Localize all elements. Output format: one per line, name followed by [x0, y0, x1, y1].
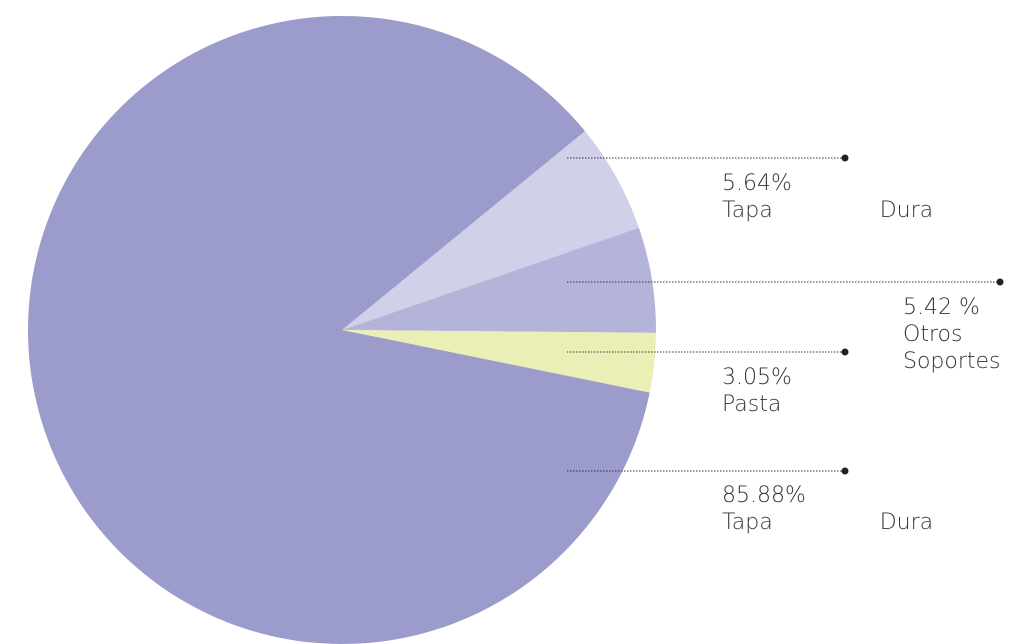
value-label: 5.42 % [903, 295, 980, 320]
pie-slice [342, 131, 639, 330]
value-label: 5.64% [722, 171, 792, 196]
slice-label: 5.64% Tapa Dura [722, 170, 933, 224]
category-label: Tapa Dura [722, 510, 934, 535]
category-label: Pasta [722, 392, 782, 417]
pie-slice [342, 227, 656, 333]
leader-dot [841, 467, 849, 475]
slice-label: 3.05% Pasta [722, 364, 792, 418]
leader-dot [841, 348, 849, 356]
category-label: Otros Soportes [903, 322, 1001, 374]
category-label: Tapa Dura [722, 198, 934, 223]
value-label: 3.05% [722, 365, 792, 390]
pie-slice [342, 330, 656, 393]
leader-dot [841, 154, 849, 162]
slice-label: 5.42 % Otros Soportes [903, 294, 1019, 375]
leader-dot [996, 278, 1004, 286]
slice-label: 85.88% Tapa Dura [722, 482, 933, 536]
pie-slice [28, 16, 650, 644]
value-label: 85.88% [722, 483, 806, 508]
